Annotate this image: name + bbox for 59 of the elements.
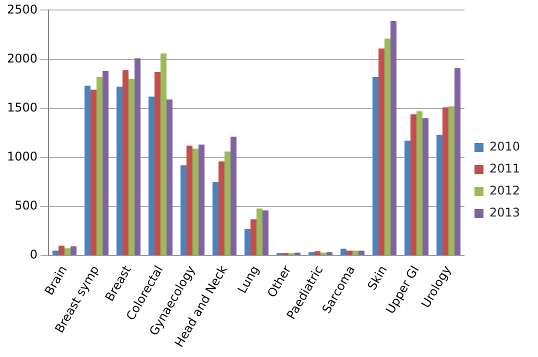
y-tick-label: 2000 bbox=[6, 51, 38, 66]
bar bbox=[436, 134, 442, 256]
bar bbox=[320, 252, 326, 256]
bar bbox=[154, 72, 161, 256]
legend-label: 2013 bbox=[489, 206, 520, 220]
bar bbox=[224, 152, 231, 256]
bar bbox=[198, 144, 205, 256]
bar bbox=[448, 106, 454, 256]
bar bbox=[116, 86, 123, 256]
bar bbox=[218, 161, 225, 256]
bar bbox=[244, 229, 250, 256]
bar bbox=[404, 140, 410, 256]
legend-label: 2012 bbox=[489, 184, 520, 198]
bar bbox=[180, 165, 187, 256]
bar bbox=[390, 20, 396, 256]
bar bbox=[410, 114, 416, 256]
bar bbox=[346, 250, 352, 256]
bar bbox=[340, 248, 346, 256]
bar bbox=[166, 100, 173, 256]
bar bbox=[90, 90, 97, 256]
bar bbox=[294, 252, 300, 256]
bar bbox=[148, 96, 155, 256]
bar bbox=[358, 250, 364, 256]
bar bbox=[454, 68, 460, 256]
bar bbox=[422, 118, 428, 256]
bar bbox=[372, 76, 378, 256]
bar bbox=[212, 182, 219, 256]
bar bbox=[256, 208, 262, 256]
bar bbox=[52, 250, 59, 256]
y-tick-label: 2500 bbox=[6, 2, 38, 16]
bar bbox=[442, 107, 448, 256]
bar bbox=[262, 210, 268, 256]
bar bbox=[102, 71, 109, 256]
y-tick-label: 500 bbox=[14, 198, 38, 213]
bar bbox=[250, 219, 256, 256]
bar bbox=[314, 251, 320, 256]
bar bbox=[352, 250, 358, 256]
y-tick-label: 1500 bbox=[6, 100, 38, 114]
bar bbox=[384, 38, 390, 256]
bar bbox=[416, 111, 422, 256]
bar bbox=[308, 252, 314, 256]
bar bbox=[122, 70, 129, 256]
bar bbox=[70, 246, 77, 256]
bar bbox=[84, 86, 91, 256]
bar bbox=[134, 58, 141, 256]
bar bbox=[230, 136, 237, 256]
y-tick-label: 0 bbox=[30, 248, 38, 262]
bar bbox=[192, 148, 199, 256]
bar bbox=[186, 146, 193, 256]
y-tick-label: 1000 bbox=[6, 150, 38, 164]
bar bbox=[326, 252, 332, 256]
bar bbox=[160, 53, 167, 256]
bar bbox=[128, 78, 135, 256]
bar bbox=[58, 246, 65, 256]
bar bbox=[378, 48, 384, 256]
bar bbox=[96, 76, 103, 256]
legend-label: 2010 bbox=[489, 140, 520, 154]
bar bbox=[64, 248, 71, 256]
legend-label: 2011 bbox=[489, 162, 520, 176]
